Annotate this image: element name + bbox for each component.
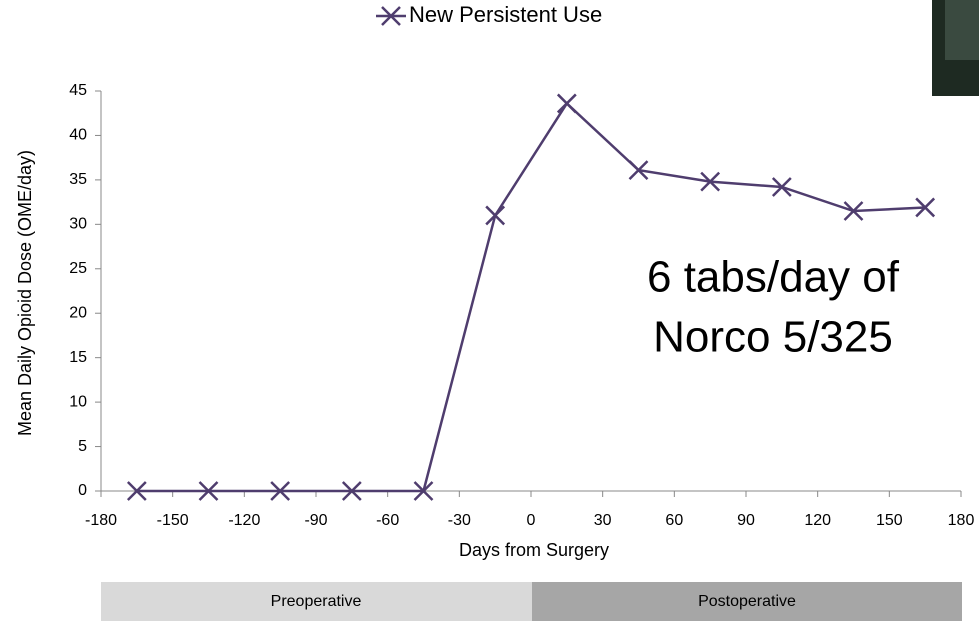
photo-detail: [945, 0, 979, 60]
marker: [628, 160, 649, 180]
x-tick-label: -60: [376, 512, 399, 529]
phase-label: Postoperative: [698, 593, 796, 610]
y-tick-label: 5: [78, 438, 87, 455]
marker: [270, 481, 291, 501]
marker: [771, 177, 792, 197]
marker: [126, 481, 147, 501]
marker: [556, 93, 577, 114]
y-tick-label: 45: [69, 82, 87, 99]
phase-bar: [101, 582, 532, 621]
marker: [485, 205, 506, 226]
marker: [700, 171, 721, 192]
x-tick-label: -30: [448, 512, 471, 529]
y-tick-label: 15: [69, 349, 87, 366]
marker: [915, 197, 936, 218]
marker: [198, 481, 219, 501]
marker: [843, 201, 864, 221]
marker: [341, 481, 362, 501]
x-tick-label: 90: [737, 512, 755, 529]
y-tick-label: 20: [69, 304, 87, 321]
y-tick-label: 25: [69, 260, 87, 277]
x-tick-label: -90: [304, 512, 327, 529]
series-line: [136, 101, 926, 493]
y-tick-label: 40: [69, 127, 87, 144]
y-tick-label: 0: [78, 482, 87, 499]
y-tick-label: 10: [69, 393, 87, 410]
phase-bar: [532, 582, 962, 621]
x-tick-label: -150: [157, 512, 189, 529]
annotation: Norco 5/325: [653, 313, 893, 362]
y-tick-label: 35: [69, 171, 87, 188]
x-tick-label: -120: [228, 512, 260, 529]
marker: [413, 481, 434, 501]
annotation: 6 tabs/day of: [647, 253, 900, 302]
y-tick-label: 30: [69, 216, 87, 233]
x-tick-label: 180: [948, 512, 975, 529]
x-tick-label: 30: [594, 512, 612, 529]
x-axis-label: Days from Surgery: [459, 540, 609, 560]
x-tick-label: 60: [665, 512, 683, 529]
phase-label: Preoperative: [271, 593, 362, 610]
x-tick-label: 0: [527, 512, 536, 529]
legend-label: New Persistent Use: [409, 2, 602, 27]
x-tick-label: 120: [804, 512, 831, 529]
legend-marker: [381, 6, 401, 26]
y-axis-label: Mean Daily Opioid Dose (OME/day): [15, 150, 35, 436]
x-tick-label: 150: [876, 512, 903, 529]
x-tick-label: -180: [85, 512, 117, 529]
